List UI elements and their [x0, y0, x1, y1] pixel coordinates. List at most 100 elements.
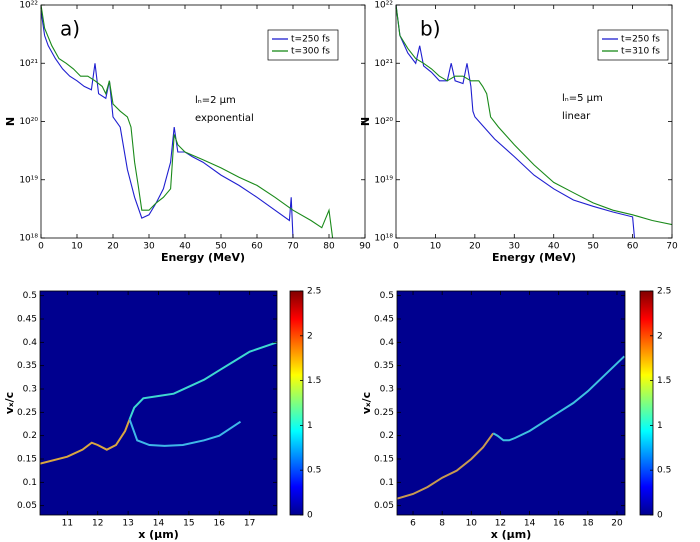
- x-tick-label: 11: [62, 519, 73, 529]
- y-tick-label: 10²¹: [374, 59, 393, 69]
- x-tick-label: 30: [143, 242, 155, 252]
- y-axis-label: vₓ/c: [360, 392, 373, 414]
- legend-box: [267, 29, 339, 61]
- x-tick-label: 10: [430, 242, 442, 252]
- colorbar-tick-label: 2: [307, 331, 313, 341]
- y-tick-label: 0.2: [23, 431, 37, 441]
- y-axis-label: vₓ/c: [3, 392, 16, 414]
- x-axis-label: Energy (MeV): [161, 251, 245, 264]
- legend-label: t=310 fs: [621, 47, 660, 57]
- colorbar-tick-label: 2.5: [657, 287, 671, 297]
- x-tick-label: 12: [92, 519, 103, 529]
- y-tick-label: 0.05: [17, 501, 37, 511]
- panel: 6 8 10 12 14 16 18 200.050.10.150.20.250.30.350…: [360, 287, 671, 542]
- series-line: [41, 5, 334, 238]
- annotation: linear: [562, 111, 591, 122]
- series-line: [128, 341, 277, 420]
- y-tick-label: 0.45: [374, 315, 394, 325]
- x-tick-label: 50: [587, 242, 599, 252]
- y-tick-label: 0.4: [23, 338, 38, 348]
- panel: 0 10 20 30 40 50 60 70 80 90 10¹⁸ 10¹⁹ 10²⁰ 10²¹ 10²² E…: [4, 1, 371, 265]
- y-tick-label: 0.35: [17, 361, 37, 371]
- panel: 0 10 20 30 40 50 60 70 10¹⁸ 10¹⁹ 10²⁰ 10²¹ 10²² Energ…: [359, 1, 678, 265]
- x-tick-label: 50: [215, 242, 227, 252]
- x-tick-label: 60: [627, 242, 639, 252]
- colorbar-tick-label: 0.5: [657, 466, 671, 476]
- x-tick-label: 8: [439, 519, 445, 529]
- y-tick-label: 10¹⁸: [19, 234, 38, 244]
- x-tick-label: 0: [38, 242, 44, 252]
- y-tick-label: 0.15: [17, 455, 37, 465]
- series-line: [128, 418, 242, 447]
- x-tick-label: 10: [71, 242, 83, 252]
- colorbar-tick-label: 0.5: [307, 466, 321, 476]
- annotation: lₙ=5 μm: [562, 93, 603, 104]
- x-tick-label: 90: [359, 242, 371, 252]
- x-tick-label: 20: [611, 519, 623, 529]
- x-tick-label: 20: [469, 242, 481, 252]
- x-tick-label: 12: [495, 519, 506, 529]
- x-tick-label: 80: [323, 242, 335, 252]
- plot-background: [40, 291, 277, 515]
- legend-label: t=250 fs: [291, 35, 330, 45]
- series-group: [40, 341, 277, 465]
- x-tick-label: 40: [548, 242, 560, 252]
- series-line: [40, 418, 131, 465]
- y-tick-label: 10²²: [374, 1, 393, 11]
- x-tick-label: 30: [509, 242, 521, 252]
- x-tick-label: 16: [214, 519, 226, 529]
- y-tick-label: 10¹⁸: [374, 234, 393, 244]
- y-tick-label: 0.5: [380, 291, 394, 301]
- y-tick-label: 0.2: [380, 431, 394, 441]
- legend-box: [597, 29, 669, 61]
- y-tick-label: 0.1: [23, 478, 37, 488]
- x-tick-label: 13: [122, 519, 133, 529]
- colorbar-tick-label: 1: [657, 421, 663, 431]
- colorbar-tick-label: 0: [657, 511, 663, 521]
- colorbar-tick-label: 2: [657, 331, 663, 341]
- y-tick-label: 0.45: [17, 315, 37, 325]
- y-tick-label: 10²²: [19, 1, 38, 11]
- annotation: lₙ=2 μm: [195, 95, 236, 106]
- x-tick-label: 17: [244, 519, 255, 529]
- y-tick-label: 10¹⁹: [374, 175, 393, 185]
- y-tick-label: 10²⁰: [374, 117, 393, 127]
- series-group: [397, 355, 625, 500]
- x-tick-label: 18: [582, 519, 594, 529]
- series-line: [396, 5, 636, 238]
- colorbar-tick-label: 0: [307, 511, 313, 521]
- y-tick-label: 0.3: [380, 385, 394, 395]
- annotation: b): [420, 17, 441, 41]
- colorbar-tick-label: 1.5: [307, 376, 321, 386]
- y-tick-label: 0.4: [380, 338, 395, 348]
- x-tick-label: 70: [666, 242, 678, 252]
- colorbar: [639, 290, 654, 516]
- plot-frame: [396, 290, 626, 516]
- legend-label: t=250 fs: [621, 35, 660, 45]
- x-tick-label: 40: [179, 242, 191, 252]
- y-tick-label: 0.3: [23, 385, 37, 395]
- x-tick-label: 10: [466, 519, 478, 529]
- y-tick-label: 0.1: [380, 478, 394, 488]
- y-tick-label: 0.25: [374, 408, 394, 418]
- series-line: [492, 355, 625, 442]
- x-tick-label: 15: [183, 519, 194, 529]
- x-tick-label: 20: [107, 242, 119, 252]
- y-tick-label: 0.35: [374, 361, 394, 371]
- y-tick-label: 0.05: [374, 501, 394, 511]
- x-tick-label: 6: [410, 519, 416, 529]
- x-axis-label: Energy (MeV): [492, 251, 576, 264]
- annotation: a): [60, 17, 80, 41]
- y-tick-label: 0.25: [17, 408, 37, 418]
- x-axis-label: x (μm): [491, 528, 532, 541]
- series-line: [397, 432, 495, 500]
- legend-label: t=300 fs: [291, 47, 330, 57]
- x-tick-label: 70: [287, 242, 299, 252]
- series-group: [41, 5, 334, 238]
- x-tick-label: 60: [251, 242, 263, 252]
- colorbar-tick-label: 2.5: [307, 287, 321, 297]
- y-tick-label: 10¹⁹: [19, 175, 38, 185]
- x-tick-label: 16: [553, 519, 565, 529]
- x-tick-label: 0: [393, 242, 399, 252]
